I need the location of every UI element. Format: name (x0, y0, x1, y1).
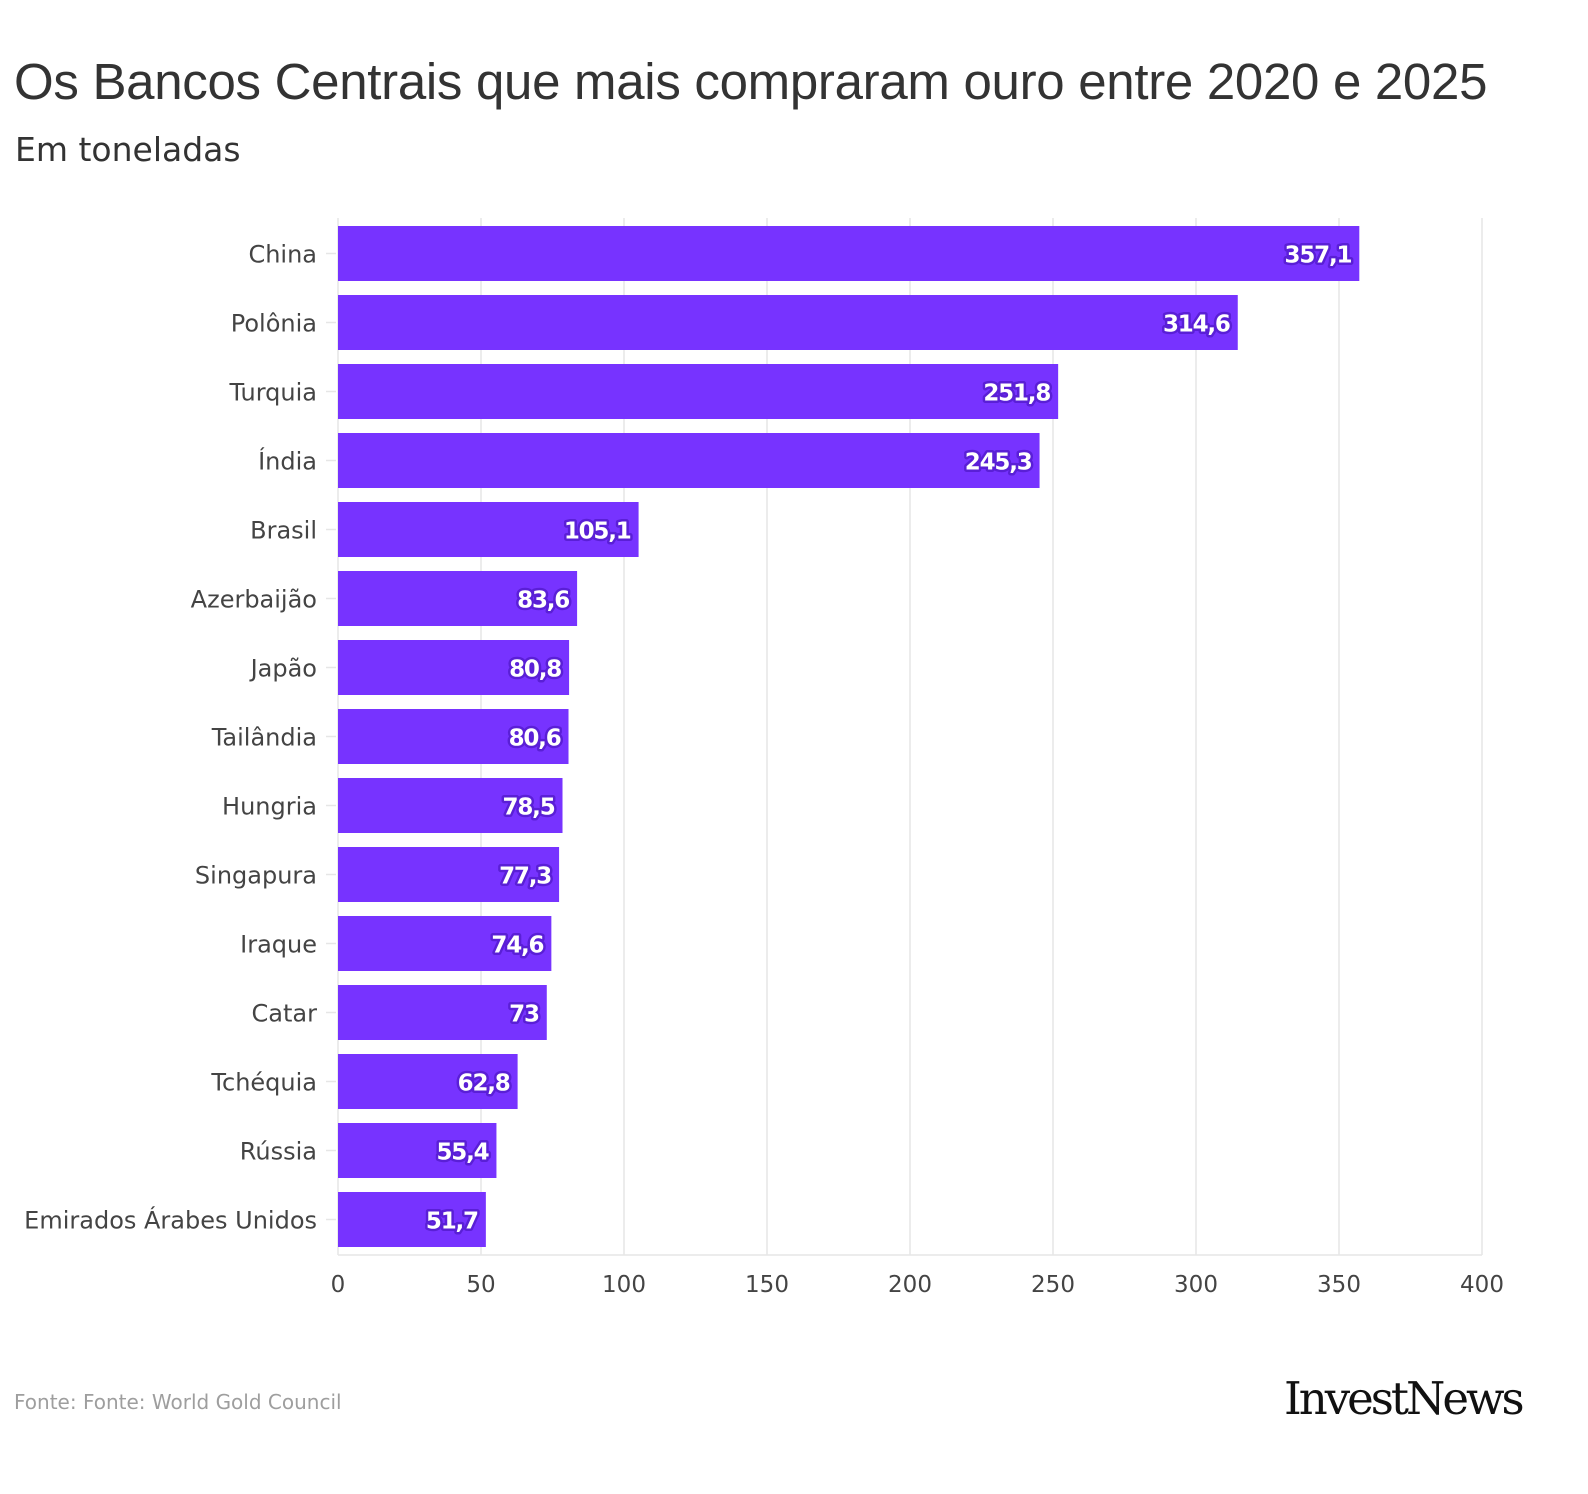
value-label: 74,6 (491, 933, 543, 959)
bar-11 (338, 985, 547, 1040)
value-label: 105,1 (564, 519, 631, 545)
chart-title: Os Bancos Centrais que mais compraram ou… (14, 53, 1488, 110)
x-tick-label: 50 (466, 1272, 495, 1298)
category-label: Hungria (222, 793, 317, 821)
value-label: 314,6 (1163, 312, 1230, 338)
x-tick-label: 0 (331, 1272, 346, 1298)
bar-7 (338, 709, 569, 764)
bar-5 (338, 571, 578, 626)
category-label: Turquia (229, 379, 318, 407)
value-label: 55,4 (436, 1140, 488, 1166)
category-label: Rússia (240, 1138, 317, 1166)
category-label: Tchéquia (210, 1069, 317, 1097)
value-label: 83,6 (517, 588, 569, 614)
bar-6 (338, 640, 570, 695)
bar-8 (338, 778, 563, 833)
value-labels: 357,1 314,6 251,8 245,3 105,1 83,6 80,8 80,6 78,… (423, 240, 1355, 1237)
x-tick-label: 200 (888, 1272, 932, 1298)
x-tick-label: 250 (1031, 1272, 1075, 1298)
bar-13 (338, 1123, 497, 1178)
value-label: 78,5 (503, 795, 555, 821)
value-label: 357,1 (1285, 243, 1352, 269)
x-axis-ticks: 0 50 100 150 200 250 300 350 400 (331, 1272, 1504, 1298)
value-label: 51,7 (426, 1209, 478, 1235)
category-label: Japão (249, 655, 317, 683)
x-tick-label: 350 (1317, 1272, 1361, 1298)
bar-3 (338, 433, 1040, 488)
bars (338, 226, 1360, 1247)
x-tick-label: 100 (602, 1272, 646, 1298)
bar-12 (338, 1054, 518, 1109)
bar-1 (338, 295, 1238, 350)
x-tick-label: 400 (1460, 1272, 1504, 1298)
bar-4 (338, 502, 639, 557)
category-label: Polônia (231, 310, 317, 338)
value-label: 62,8 (458, 1071, 510, 1097)
category-label: Azerbaijão (191, 586, 317, 614)
category-labels: China Polônia Turquia Índia Brasil Azerbaijão… (24, 241, 336, 1235)
bar-9 (338, 847, 560, 902)
x-tick-label: 300 (1174, 1272, 1218, 1298)
value-label: 80,8 (509, 657, 561, 683)
value-label: 251,8 (983, 381, 1050, 407)
category-label: Iraque (240, 931, 317, 959)
category-label: China (248, 241, 317, 269)
investnews-logo: InvestNews (1284, 1372, 1525, 1425)
bar-10 (338, 916, 552, 971)
value-label: 245,3 (965, 450, 1032, 476)
x-tick-label: 150 (745, 1272, 789, 1298)
category-label: Emirados Árabes Unidos (24, 1206, 317, 1235)
value-label: 73 (509, 1002, 539, 1028)
bar-2 (338, 364, 1059, 419)
value-label: 80,6 (509, 726, 561, 752)
category-label: Brasil (250, 517, 317, 545)
bar-0 (338, 226, 1360, 281)
bar-14 (338, 1192, 486, 1247)
category-label: Tailândia (211, 724, 317, 752)
category-label: Catar (252, 1000, 318, 1028)
source-note: Fonte: Fonte: World Gold Council (14, 1390, 342, 1414)
category-label: Singapura (195, 862, 317, 890)
value-label: 77,3 (499, 864, 551, 890)
chart-subtitle: Em toneladas (15, 130, 241, 169)
category-label: Índia (258, 447, 317, 476)
